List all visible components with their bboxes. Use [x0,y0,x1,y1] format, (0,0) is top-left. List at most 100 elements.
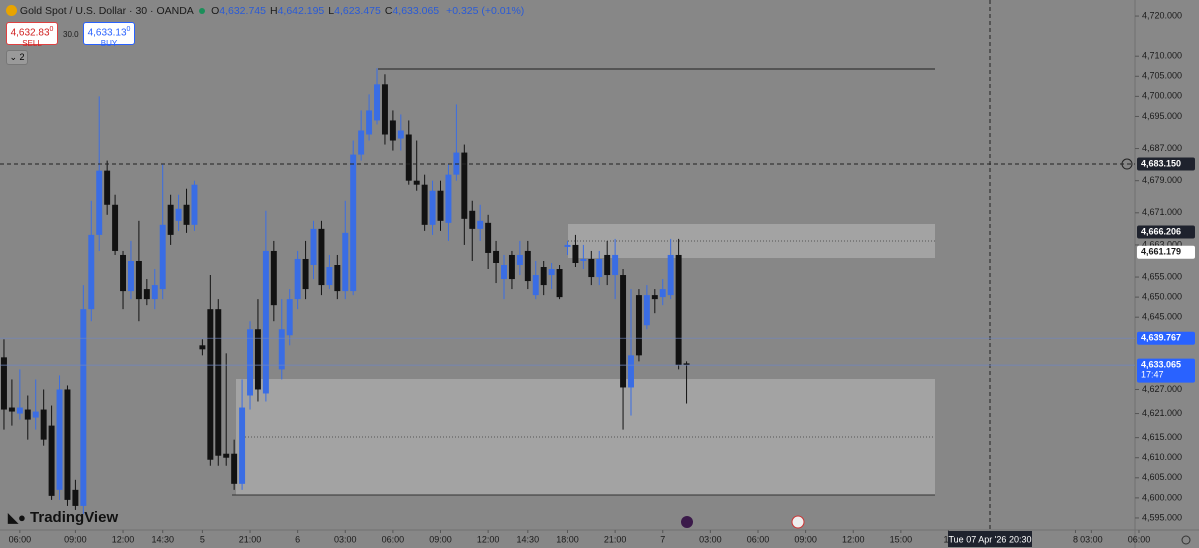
candle-body [24,409,31,420]
candle-body [270,250,277,306]
time-label-bg [948,531,1032,547]
x-tick-label: 21:00 [604,534,627,544]
x-tick-label: 18:00 [556,534,579,544]
sell-button[interactable]: 4,632.830 SELL [6,22,58,48]
buy-button[interactable]: 4,633.130 BUY [83,22,135,48]
candle-body [651,295,658,300]
sell-pip: 0 [49,26,54,33]
y-tick-label: 4,650.000 [1142,291,1182,301]
price-label: 4,666.206 [1141,226,1181,236]
spread: 30.0 [63,30,79,39]
candle-body [286,299,293,336]
candle-body [175,208,182,221]
candle-body [207,309,214,460]
candle-body [262,250,269,394]
candle-body [254,329,261,390]
y-tick-label: 4,679.000 [1142,175,1182,185]
indicator-toggle[interactable]: ⌄ 2 [6,50,28,65]
sell-price: 4,632.83 [10,27,50,39]
candle-body [397,130,404,139]
candle-body [635,295,642,356]
price-label-bg [1137,358,1195,383]
symbol[interactable]: Gold Spot / U.S. Dollar · 30 · OANDA [19,5,194,17]
x-tick-label: 06:00 [9,534,32,544]
y-tick-label: 4,610.000 [1142,452,1182,462]
candle-body [40,409,47,440]
indicator-count: 2 [19,52,25,62]
settings-icon[interactable] [1181,535,1191,545]
candle-body [104,170,111,205]
candle-body [334,265,341,292]
price-axis-bg [1135,0,1199,548]
candle-body [159,224,166,290]
candle-body [350,154,357,292]
ohlc-key: L [328,5,335,17]
candle-body [659,289,666,298]
candle-body [56,389,63,490]
candle-body [413,180,420,185]
candle-body [191,184,198,225]
candle-body [342,232,349,292]
y-tick-label: 4,621.000 [1142,408,1182,418]
price-label: 4,633.065 [1141,359,1181,369]
candle-body [437,190,444,221]
y-tick-label: 4,627.000 [1142,384,1182,394]
x-tick-label: 12:00 [477,534,500,544]
candle-body [0,357,7,410]
candle-body [445,174,452,223]
candle-body [72,489,79,506]
logo: ◣● TradingView [8,509,118,526]
candle-body [675,254,682,366]
buy-price: 4,633.13 [87,27,127,39]
candle-body [223,453,230,458]
x-tick-label: 12:00 [842,534,865,544]
price-label-bg [1137,245,1195,259]
x-tick-label: 06:00 [1128,534,1151,544]
status-dot [199,8,206,14]
candle-body [572,244,579,263]
x-tick-label: 09:00 [64,534,87,544]
event-icon[interactable] [791,515,805,529]
candle-body [16,407,23,414]
y-tick-label: 4,720.000 [1142,10,1182,20]
price-label: 4,661.179 [1141,247,1181,257]
candle-body [501,265,507,280]
y-tick-label: 4,645.000 [1142,312,1182,322]
y-tick-label: 4,595.000 [1142,512,1182,522]
x-tick-label: 21:00 [239,534,262,544]
candle-body [8,407,15,412]
candle-body [231,453,238,484]
candle-body [143,289,150,300]
ohlc: O4,632.745 H4,642.195 L4,623.475 C4,633.065 [211,5,443,17]
ohlc-value: 4,633.065 [392,5,440,17]
candle-body [643,295,650,326]
x-tick-label: 09:00 [429,534,452,544]
logo-text: TradingView [30,509,119,526]
candle-body [326,267,333,286]
price-label-bg [1137,331,1195,345]
candle-body [580,258,587,261]
marks: 4,720.000 4,710.000 4,705.000 4,700.000 4,69… [0,10,1195,547]
x-tick-label: 03:00 [334,534,357,544]
x-tick-label: 12:00 [112,534,135,544]
candle-body [516,254,523,265]
price-label-bg [1137,157,1195,171]
price-label: 4,639.767 [1141,333,1181,343]
y-tick-label: 4,671.000 [1142,207,1182,217]
event-icon[interactable] [681,516,693,528]
candle-body [366,110,373,135]
candle-body [120,254,127,292]
candle-body [540,267,547,286]
candle-body [389,120,396,141]
candle-body [381,84,388,135]
y-tick-label: 4,700.000 [1142,91,1182,101]
candle-body [215,309,222,456]
candle-body [421,184,428,225]
candle-body [620,275,627,388]
candle-body [302,258,309,290]
candle-body [532,275,539,296]
y-tick-label: 4,615.000 [1142,432,1182,442]
crosshair-add[interactable] [1121,158,1133,170]
